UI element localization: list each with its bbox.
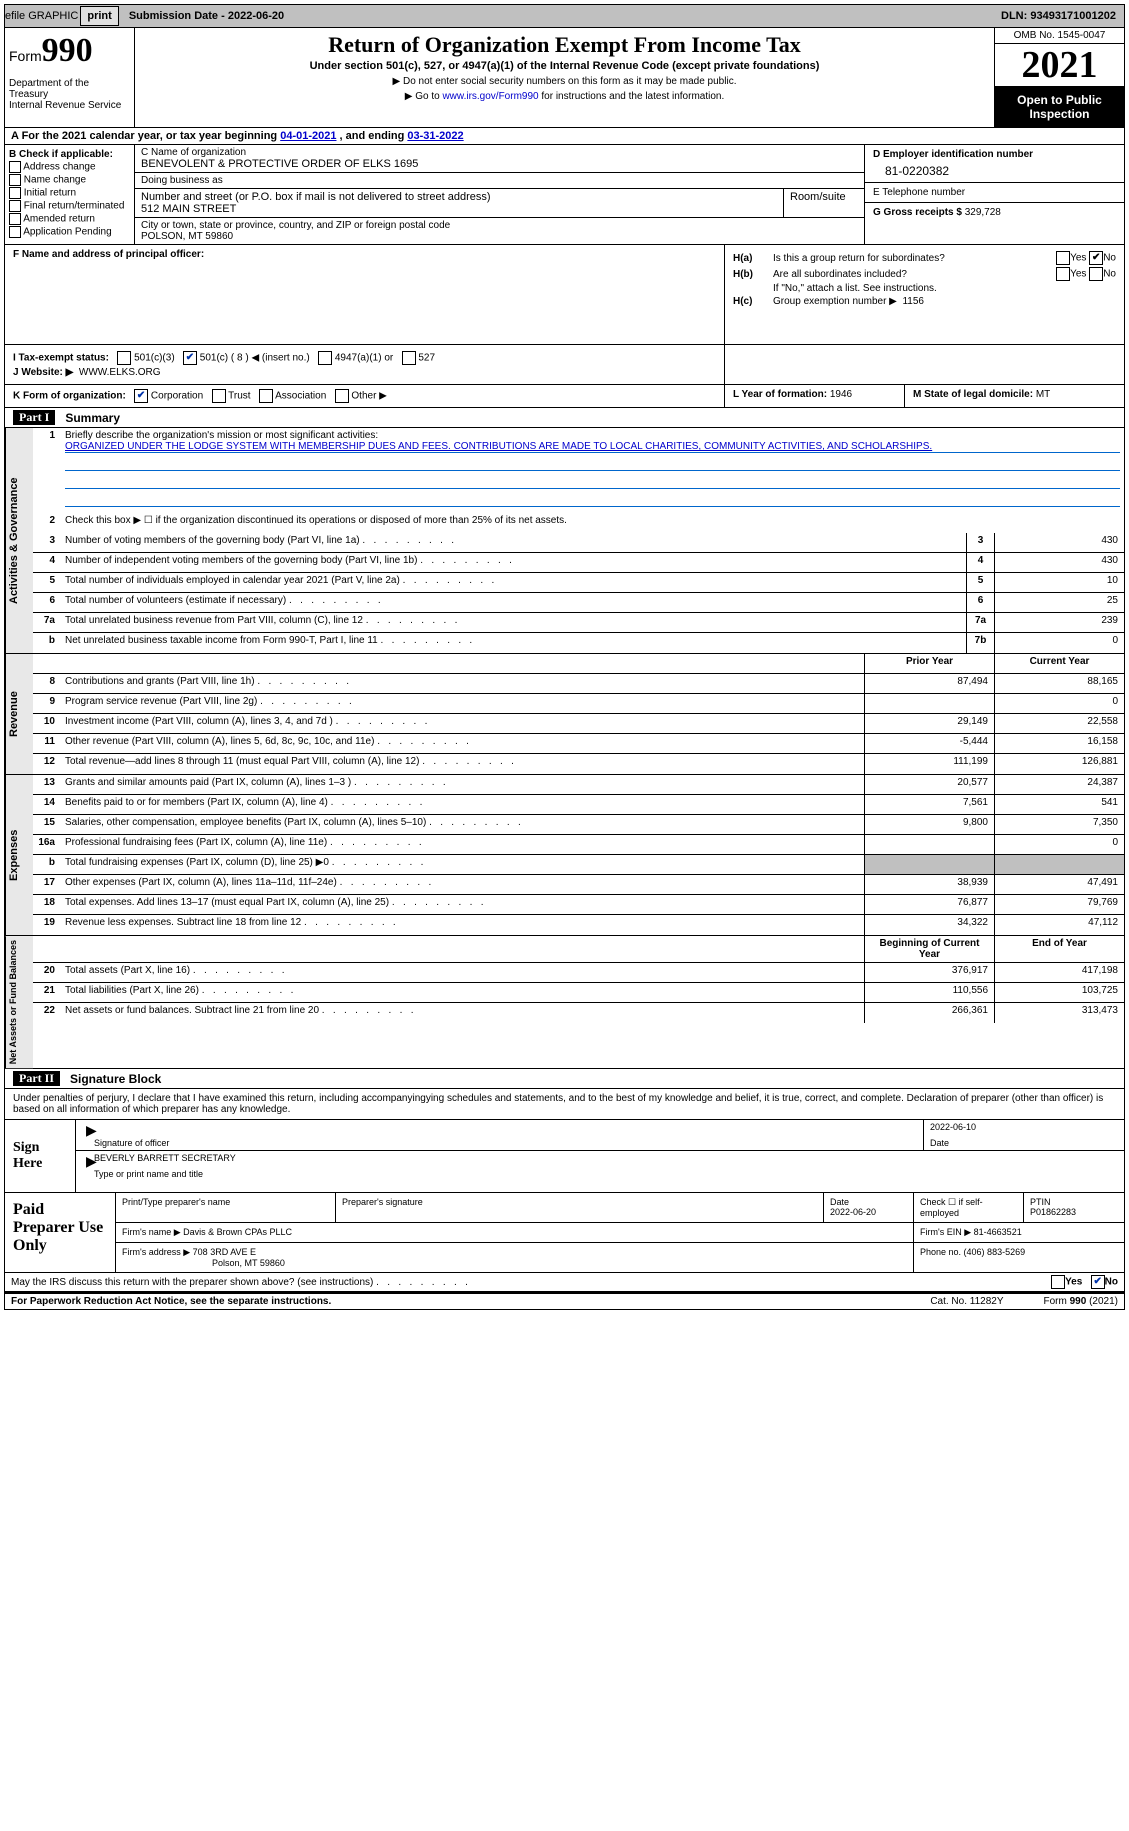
col-hdr-begin: Beginning of Current Year [864,936,994,962]
table-row: 6Total number of volunteers (estimate if… [33,593,1124,613]
paid-preparer-block: Paid Preparer Use Only Print/Type prepar… [4,1193,1125,1273]
row-i: I Tax-exempt status: 501(c)(3) 501(c) ( … [13,351,716,365]
submission-date: Submission Date - 2022-06-20 [129,10,284,22]
mission-text: ORGANIZED UNDER THE LODGE SYSTEM WITH ME… [65,441,1120,453]
street-label: Number and street (or P.O. box if mail i… [141,191,777,203]
table-row: 19Revenue less expenses. Subtract line 1… [33,915,1124,935]
discuss-row: May the IRS discuss this return with the… [4,1273,1125,1292]
row-j: J Website: ▶ WWW.ELKS.ORG [13,367,716,378]
vtab-governance: Activities & Governance [5,428,33,653]
section-expenses: Expenses 13Grants and similar amounts pa… [4,775,1125,936]
sig-name: BEVERLY BARRETT SECRETARY [94,1153,1118,1169]
gross-label: G Gross receipts $ [873,207,965,218]
city-label: City or town, state or province, country… [141,220,858,231]
f-label: F Name and address of principal officer: [13,249,716,260]
form-subtitle-2: ▶ Do not enter social security numbers o… [139,76,990,87]
table-row: 8Contributions and grants (Part VIII, li… [33,674,1124,694]
form-number: Form990 [9,32,130,70]
dba-label: Doing business as [141,175,858,186]
sign-here-block: Sign Here ▶ Signature of officer 2022-06… [4,1120,1125,1193]
block-fg: F Name and address of principal officer:… [4,245,1125,345]
footer-left: For Paperwork Reduction Act Notice, see … [11,1296,331,1307]
table-row: 17Other expenses (Part IX, column (A), l… [33,875,1124,895]
ein-value: 81-0220382 [885,164,1116,178]
org-name: BENEVOLENT & PROTECTIVE ORDER OF ELKS 16… [141,158,858,170]
row-k: K Form of organization: Corporation Trus… [4,385,1125,408]
footer-right: Form 990 (2021) [1044,1296,1118,1307]
mission-label: Briefly describe the organization's miss… [65,430,378,441]
table-row: 12Total revenue—add lines 8 through 11 (… [33,754,1124,774]
col-hdr-end: End of Year [994,936,1124,962]
table-row: 13Grants and similar amounts paid (Part … [33,775,1124,795]
table-row: 9Program service revenue (Part VIII, lin… [33,694,1124,714]
part-i-header: Part ISummary [4,408,1125,428]
col-d-ein: D Employer identification number 81-0220… [864,145,1124,244]
table-row: 5Total number of individuals employed in… [33,573,1124,593]
tax-year: 2021 [995,44,1124,87]
omb-number: OMB No. 1545-0047 [995,28,1124,44]
table-row: 20Total assets (Part X, line 16)376,9174… [33,963,1124,983]
table-row: bTotal fundraising expenses (Part IX, co… [33,855,1124,875]
footer-mid: Cat. No. 11282Y [930,1296,1003,1307]
print-button[interactable]: print [80,6,118,26]
city-value: POLSON, MT 59860 [141,231,858,242]
gross-value: 329,728 [965,207,1001,218]
paid-preparer-label: Paid Preparer Use Only [5,1193,115,1272]
col-c-org: C Name of organization BENEVOLENT & PROT… [135,145,864,244]
table-row: 4Number of independent voting members of… [33,553,1124,573]
row-a: A For the 2021 calendar year, or tax yea… [4,128,1125,145]
sig-date: 2022-06-10 [930,1122,1118,1138]
col-hdr-current: Current Year [994,654,1124,673]
ein-label: D Employer identification number [873,149,1116,160]
section-revenue: Revenue Prior Year Current Year 8Contrib… [4,654,1125,775]
sign-here-label: Sign Here [5,1120,75,1192]
form-header: Form990 Department of the Treasury Inter… [4,28,1125,128]
col-b-checkboxes: B Check if applicable: Address change Na… [5,145,135,244]
table-row: bNet unrelated business taxable income f… [33,633,1124,653]
section-net: Net Assets or Fund Balances Beginning of… [4,936,1125,1069]
table-row: 22Net assets or fund balances. Subtract … [33,1003,1124,1023]
footer-bar: For Paperwork Reduction Act Notice, see … [4,1292,1125,1310]
org-name-label: C Name of organization [141,147,858,158]
line-2-text: Check this box ▶ ☐ if the organization d… [61,513,1124,533]
vtab-revenue: Revenue [5,654,33,774]
sig-intro: Under penalties of perjury, I declare th… [4,1089,1125,1120]
col-hdr-prior: Prior Year [864,654,994,673]
room-label: Room/suite [784,189,864,217]
table-row: 15Salaries, other compensation, employee… [33,815,1124,835]
dln: DLN: 93493171001202 [1001,10,1116,22]
table-row: 16aProfessional fundraising fees (Part I… [33,835,1124,855]
sig-date-label: Date [930,1138,1118,1148]
vtab-expenses: Expenses [5,775,33,935]
col-h: H(a) Is this a group return for subordin… [724,245,1124,344]
table-row: 18Total expenses. Add lines 13–17 (must … [33,895,1124,915]
part-ii-header: Part IISignature Block [4,1069,1125,1089]
block-identity: B Check if applicable: Address change Na… [4,145,1125,245]
dept-label: Department of the Treasury Internal Reve… [9,78,130,111]
topbar: efile GRAPHIC print Submission Date - 20… [4,4,1125,28]
row-ij: I Tax-exempt status: 501(c)(3) 501(c) ( … [4,345,1125,385]
sig-officer-label: Signature of officer [94,1138,917,1148]
form-title: Return of Organization Exempt From Incom… [139,32,990,58]
table-row: 11Other revenue (Part VIII, column (A), … [33,734,1124,754]
sig-name-label: Type or print name and title [94,1169,1118,1179]
table-row: 10Investment income (Part VIII, column (… [33,714,1124,734]
street-value: 512 MAIN STREET [141,203,777,215]
tel-label: E Telephone number [873,187,1116,198]
section-governance: Activities & Governance 1 Briefly descri… [4,428,1125,654]
table-row: 3Number of voting members of the governi… [33,533,1124,553]
table-row: 14Benefits paid to or for members (Part … [33,795,1124,815]
table-row: 7aTotal unrelated business revenue from … [33,613,1124,633]
form-subtitle-1: Under section 501(c), 527, or 4947(a)(1)… [139,60,990,72]
vtab-net: Net Assets or Fund Balances [5,936,33,1068]
open-inspection: Open to Public Inspection [995,87,1124,127]
efile-label: efile GRAPHIC [5,10,78,22]
form-subtitle-3: ▶ Go to www.irs.gov/Form990 for instruct… [139,91,990,102]
table-row: 21Total liabilities (Part X, line 26)110… [33,983,1124,1003]
irs-link[interactable]: www.irs.gov/Form990 [442,91,538,102]
